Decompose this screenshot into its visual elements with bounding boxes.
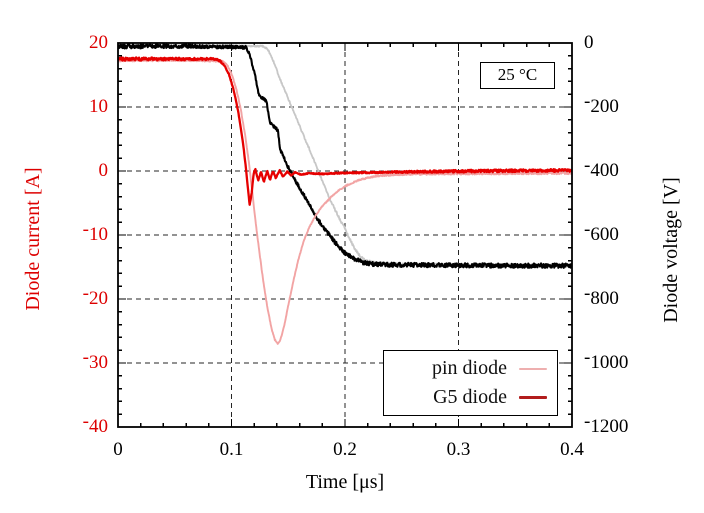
legend: pin diode G5 diode [383, 350, 558, 416]
x-tick-label: 0.4 [560, 439, 584, 460]
y-left-tick-label: -10 [82, 219, 108, 245]
grid-lines [118, 43, 572, 427]
x-tick-label: 0.1 [219, 439, 244, 460]
y-right-tick-label: 0 [584, 32, 594, 53]
legend-item-pin-diode: pin diode [390, 355, 547, 383]
legend-label: G5 diode [433, 386, 507, 408]
right-axis-title: Diode voltage [V] [660, 177, 682, 323]
x-tick-label: 0.2 [333, 439, 357, 460]
g5-diode-voltage-curve [118, 43, 572, 269]
legend-line-sample [519, 367, 547, 370]
y-left-tick-label: -30 [82, 347, 108, 373]
y-right-tick-label: -800 [584, 283, 619, 309]
y-left-tick-label: -20 [82, 283, 108, 309]
y-left-tick-label: -40 [82, 411, 108, 437]
legend-item-g5-diode: G5 diode [390, 384, 547, 412]
g5-diode-current-curve [118, 56, 572, 206]
y-right-tick-label: -200 [584, 91, 619, 117]
y-left-tick-label: 10 [89, 96, 108, 117]
y-left-tick-label: 0 [98, 160, 109, 181]
legend-line-sample [519, 396, 547, 399]
x-tick-label: 0 [113, 439, 123, 460]
y-right-tick-label: -400 [584, 155, 619, 181]
y-right-tick-label: -1000 [584, 347, 629, 373]
plot-border [117, 42, 573, 428]
y-right-tick-label: -600 [584, 219, 619, 245]
left-axis-title: Diode current [A] [22, 167, 44, 311]
curves [118, 43, 572, 345]
temperature-annotation: 25 °C [480, 62, 555, 89]
x-axis-title: Time [μs] [305, 471, 385, 493]
y-left-tick-label: 20 [89, 32, 108, 53]
y-right-tick-label: -1200 [584, 411, 629, 437]
legend-label: pin diode [432, 357, 507, 379]
x-tick-label: 0.3 [446, 439, 471, 460]
